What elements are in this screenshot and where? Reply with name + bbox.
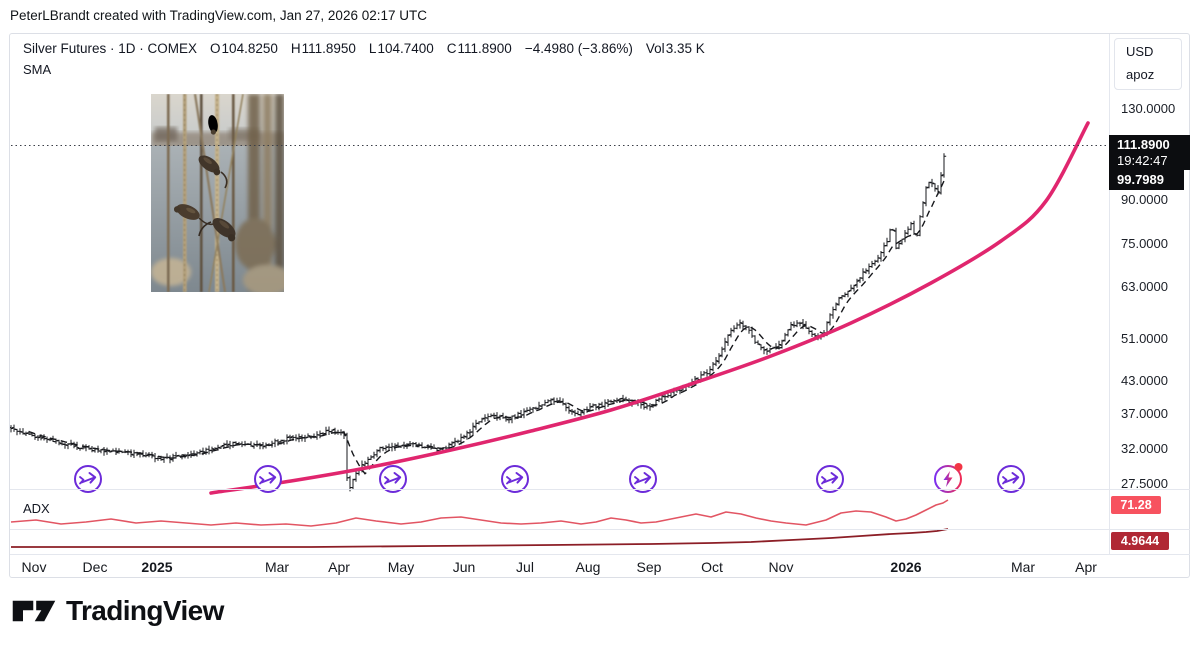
legend: Silver Futures · 1D · COMEX O104.8250 H1… [23, 41, 705, 56]
unit-label: apoz [1126, 67, 1155, 82]
sma-value-badge: 99.7989 [1109, 170, 1184, 190]
idea-marker-icon[interactable] [379, 465, 407, 493]
adx-indicator-lines [10, 499, 949, 548]
time-tick-label: Nov [768, 559, 794, 575]
close-value: C111.8900 [446, 41, 512, 56]
price-tick-label: 27.5000 [1121, 476, 1168, 491]
time-tick-label: Aug [575, 559, 601, 575]
tradingview-mark-icon [12, 600, 56, 622]
price-tick-label: 130.0000 [1121, 101, 1176, 116]
idea-marker-icon[interactable] [254, 465, 282, 493]
pane-separator[interactable] [10, 489, 1190, 490]
price-tick-label: 43.0000 [1121, 373, 1168, 388]
time-tick-label: Jul [516, 559, 534, 575]
price-axis[interactable]: USD apoz 130.0000 90.0000 75.0000 63.0000 51… [1109, 34, 1190, 554]
trend-curve[interactable] [209, 121, 1090, 495]
time-tick-label: 2025 [141, 559, 173, 575]
tradingview-wordmark: TradingView [66, 595, 224, 626]
timeline-markers [74, 463, 1025, 493]
low-value: L104.7400 [368, 41, 434, 56]
time-axis-separator [10, 554, 1190, 555]
open-value: O104.8250 [210, 41, 278, 56]
change-value: −4.4980 (−3.86%) [524, 41, 633, 56]
idea-marker-icon[interactable] [74, 465, 102, 493]
time-tick-label: Jun [452, 559, 476, 575]
time-tick-label: Oct [701, 559, 723, 575]
time-axis[interactable]: Nov Dec 2025 Mar Apr May Jun Jul Aug Sep Oct Nov 202… [10, 554, 1109, 579]
adx-secondary-value-badge: 4.9644 [1111, 532, 1169, 550]
price-tick-label: 51.0000 [1121, 331, 1168, 346]
time-tick-label: Mar [1010, 559, 1036, 575]
price-tick-label: 63.0000 [1121, 279, 1168, 294]
tradingview-logo[interactable]: TradingView [12, 595, 224, 627]
idea-marker-icon[interactable] [997, 465, 1025, 493]
time-tick-label: Dec [82, 559, 108, 575]
time-tick-label: Mar [264, 559, 290, 575]
pane-separator[interactable] [10, 529, 1190, 530]
idea-marker-icon[interactable] [501, 465, 529, 493]
price-tick-label: 37.0000 [1121, 406, 1168, 421]
idea-marker-icon[interactable] [629, 465, 657, 493]
symbol-title[interactable]: Silver Futures · 1D · COMEX [23, 41, 198, 56]
time-tick-label: Sep [636, 559, 662, 575]
rat-figures [173, 115, 236, 242]
time-tick-label: Apr [1075, 559, 1097, 575]
time-tick-label: Apr [328, 559, 350, 575]
idea-marker-icon[interactable] [816, 465, 844, 493]
time-tick-label: May [387, 559, 415, 575]
sma-indicator-label[interactable]: SMA [23, 62, 52, 77]
adx-value-badge: 71.28 [1111, 496, 1161, 514]
adx-indicator-label[interactable]: ADX [23, 501, 50, 516]
price-tick-label: 32.0000 [1121, 441, 1168, 456]
notification-dot-icon [954, 463, 963, 471]
axis-unit-toggle[interactable]: USD apoz [1114, 38, 1182, 90]
time-tick-label: 2026 [890, 559, 922, 575]
flash-marker-icon[interactable] [934, 463, 963, 493]
embedded-photo-rats-on-rigging[interactable] [151, 94, 291, 295]
bar-countdown: 19:42:47 [1117, 153, 1168, 168]
price-tick-label: 90.0000 [1121, 192, 1168, 207]
high-value: H111.8950 [290, 41, 356, 56]
current-price-badge: 111.8900 19:42:47 [1109, 135, 1190, 170]
ohlc-bars-series [10, 153, 947, 492]
sma-dashed-line[interactable] [28, 180, 945, 475]
price-tick-label: 75.0000 [1121, 236, 1168, 251]
currency-label: USD [1126, 44, 1154, 59]
chart-canvas[interactable] [10, 34, 1109, 554]
price-axis-separator [1109, 34, 1110, 554]
time-tick-label: Nov [21, 559, 47, 575]
volume-value: Vol3.35 K [645, 41, 705, 56]
attribution-text: PeterLBrandt created with TradingView.co… [10, 8, 427, 23]
chart-widget: Silver Futures · 1D · COMEX O104.8250 H1… [9, 33, 1190, 578]
